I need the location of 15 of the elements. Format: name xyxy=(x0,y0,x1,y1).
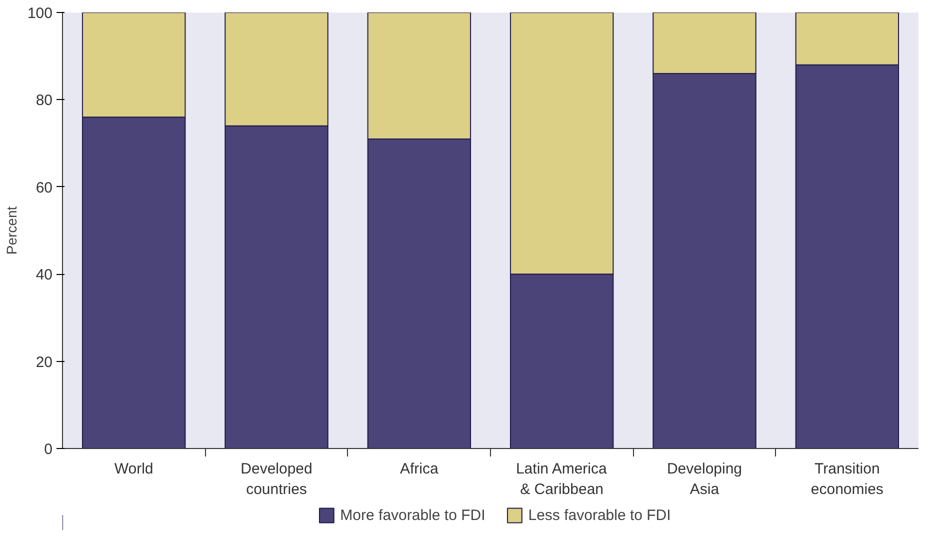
x-tick-label: Latin America & Caribbean xyxy=(516,460,608,498)
legend-label: More favorable to FDI xyxy=(340,506,486,524)
y-tick-label: 100 xyxy=(27,5,53,22)
y-axis-title: Percent xyxy=(3,206,20,255)
y-tick-label: 40 xyxy=(36,266,53,284)
legend-label: Less favorable to FDI xyxy=(528,506,671,524)
y-tick-label: 60 xyxy=(36,179,53,196)
x-tick-label: Developed countries xyxy=(240,460,312,498)
y-tick-label: 80 xyxy=(36,92,53,110)
y-tick-label: 20 xyxy=(36,354,53,371)
x-tick-label: Developing Asia xyxy=(666,460,742,498)
x-tick-label: Transition economies xyxy=(810,460,884,498)
y-tick-label: 0 xyxy=(44,441,52,458)
x-tick-label: World xyxy=(114,460,154,478)
x-tick-label: Africa xyxy=(400,460,439,478)
